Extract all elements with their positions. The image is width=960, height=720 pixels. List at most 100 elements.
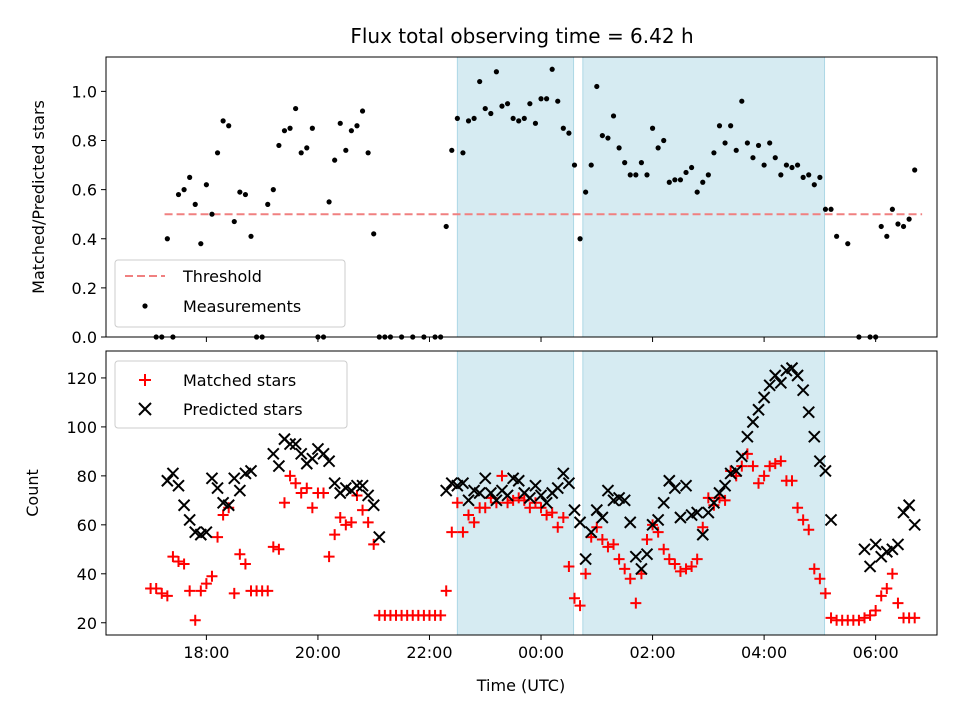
predicted-star-point bbox=[244, 464, 258, 478]
predicted-star-point bbox=[328, 476, 341, 490]
predicted-star-point bbox=[752, 403, 765, 416]
matched-star-point bbox=[451, 497, 463, 509]
matched-star-point bbox=[362, 516, 374, 528]
matched-star-point bbox=[909, 612, 921, 624]
measurement-point bbox=[443, 223, 449, 230]
matched-star-point bbox=[658, 543, 670, 555]
legend-matched-label: Matched stars bbox=[183, 371, 296, 390]
predicted-star-point bbox=[512, 474, 525, 487]
predicted-star-point bbox=[730, 464, 743, 478]
measurement-point bbox=[878, 223, 884, 230]
matched-star-point bbox=[669, 558, 681, 570]
measurement-point bbox=[672, 177, 678, 183]
predicted-star-point bbox=[891, 538, 905, 551]
legend-measurements-label: Measurements bbox=[183, 297, 301, 316]
measurement-point bbox=[822, 206, 829, 212]
measurement-point bbox=[605, 135, 611, 141]
predicted-star-point bbox=[585, 525, 598, 539]
predicted-star-point bbox=[651, 513, 665, 527]
bottom-highlight-spans bbox=[456, 350, 826, 636]
predicted-star-point bbox=[183, 513, 196, 527]
matched-star-point bbox=[753, 477, 765, 489]
measurement-point bbox=[504, 101, 511, 107]
top-panel: 0.0 0.2 0.4 0.6 0.8 1.0 Matched/Predicted sta… bbox=[29, 56, 938, 347]
predicted-star-point bbox=[741, 430, 754, 443]
predicted-star-point bbox=[769, 369, 782, 382]
matched-star-point bbox=[273, 543, 285, 555]
predicted-star-point bbox=[361, 489, 375, 502]
predicted-star-point bbox=[557, 467, 570, 480]
matched-star-point bbox=[568, 592, 580, 604]
predicted-star-point bbox=[289, 437, 302, 451]
matched-star-point bbox=[758, 470, 770, 482]
measurement-point bbox=[365, 150, 371, 156]
top-highlight-span bbox=[456, 56, 575, 338]
measurement-point bbox=[237, 189, 243, 195]
measurement-point bbox=[689, 164, 695, 171]
matched-star-point bbox=[368, 538, 380, 550]
matched-star-point bbox=[329, 529, 341, 541]
measurement-point bbox=[287, 125, 293, 131]
measurement-point bbox=[806, 172, 812, 178]
measurement-point bbox=[460, 150, 466, 156]
predicted-star-point bbox=[166, 467, 180, 480]
matched-star-point bbox=[340, 519, 352, 531]
predicted-star-point bbox=[462, 494, 475, 507]
bottom-ylabel: Count bbox=[23, 469, 42, 517]
bottom-ytick-label: 100 bbox=[66, 418, 97, 437]
predicted-star-point bbox=[824, 513, 838, 527]
predicted-star-point bbox=[479, 472, 492, 485]
top-ytick-label: 0.8 bbox=[72, 132, 97, 151]
top-ylabel: Matched/Predicted stars bbox=[29, 100, 48, 294]
predicted-star-point bbox=[200, 525, 213, 539]
measurement-point bbox=[755, 142, 762, 149]
predicted-star-point bbox=[718, 479, 732, 492]
predicted-star-point bbox=[172, 479, 185, 492]
predicted-star-point bbox=[161, 474, 174, 487]
measurement-point bbox=[750, 155, 756, 161]
matched-star-point bbox=[228, 587, 240, 599]
matched-star-point bbox=[552, 521, 564, 533]
top-ytick-label: 1.0 bbox=[72, 82, 97, 101]
matched-star-point bbox=[608, 538, 620, 550]
measurement-point bbox=[304, 145, 310, 151]
measurement-point bbox=[371, 231, 377, 237]
top-ytick-label: 0.0 bbox=[72, 328, 97, 347]
measurement-point bbox=[510, 115, 516, 122]
bottom-ytick-label: 60 bbox=[77, 516, 97, 535]
matched-star-point bbox=[886, 568, 898, 580]
measurement-point bbox=[800, 174, 806, 180]
matched-star-point bbox=[267, 541, 279, 553]
matched-star-point bbox=[797, 514, 809, 526]
predicted-star-point bbox=[908, 518, 921, 532]
matched-star-point bbox=[652, 526, 664, 538]
measurement-point bbox=[772, 155, 778, 161]
predicted-star-point bbox=[523, 491, 537, 505]
measurement-point bbox=[722, 140, 728, 146]
matched-star-point bbox=[161, 590, 173, 602]
bottom-panel-frame bbox=[105, 350, 938, 636]
measurement-point bbox=[359, 108, 366, 114]
top-ytick-label: 0.2 bbox=[72, 279, 97, 298]
measurement-point bbox=[276, 142, 282, 149]
matched-star-point bbox=[468, 516, 480, 528]
matched-star-point bbox=[178, 558, 190, 570]
predicted-star-point bbox=[573, 516, 587, 529]
predicted-star-point bbox=[562, 476, 576, 490]
measurement-point bbox=[811, 182, 817, 188]
measurement-point bbox=[744, 140, 750, 146]
matched-star-point bbox=[875, 590, 887, 602]
measurement-point bbox=[309, 125, 315, 131]
predicted-star-point bbox=[813, 454, 827, 468]
xtick-label: 02:00 bbox=[630, 643, 676, 662]
predicted-star-point bbox=[897, 506, 910, 519]
measurement-point bbox=[499, 103, 505, 109]
measurement-point bbox=[209, 211, 215, 217]
matched-star-point bbox=[463, 509, 475, 521]
matched-star-point bbox=[563, 560, 575, 572]
measurement-point bbox=[711, 150, 717, 156]
matched-star-point bbox=[624, 573, 636, 585]
matched-star-point bbox=[496, 470, 508, 482]
measurement-point bbox=[242, 191, 249, 198]
measurement-point bbox=[817, 174, 823, 180]
